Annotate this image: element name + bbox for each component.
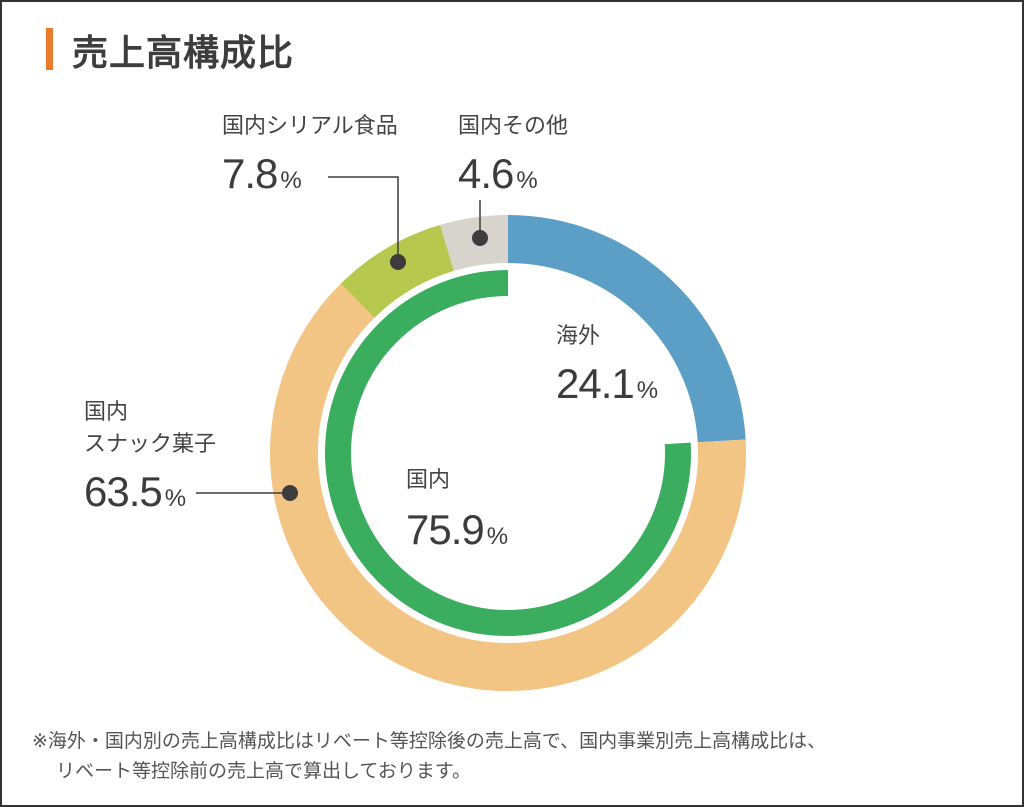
footnote-line2: リベート等控除前の売上高で算出しております。 xyxy=(56,760,471,782)
footnote-line1: ※海外・国内別の売上高構成比はリベート等控除後の売上高で、国内事業別売上高構成比… xyxy=(32,730,827,752)
snack-value: 63.5% xyxy=(84,468,186,515)
other-label: 国内その他 xyxy=(458,114,569,139)
outer-slice-0 xyxy=(507,215,746,443)
inner-slice-0 xyxy=(325,270,691,636)
snack-dot xyxy=(282,485,298,501)
overseas-value: 24.1% xyxy=(556,360,658,407)
cereal-label: 国内シリアル食品 xyxy=(222,114,398,139)
cereal-value: 7.8% xyxy=(222,150,302,197)
footnote: ※海外・国内別の売上高構成比はリベート等控除後の売上高で、国内事業別売上高構成比… xyxy=(32,726,826,786)
cereal-leader-line xyxy=(328,176,399,262)
title-accent-bar xyxy=(46,28,53,70)
domestic-label: 国内 xyxy=(406,468,451,493)
other-dot xyxy=(472,230,488,246)
snack-label-line2: スナック菓子 xyxy=(84,432,217,457)
outer-slice-1 xyxy=(270,283,746,691)
other-value: 4.6% xyxy=(458,150,538,197)
chart-title: 売上高構成比 xyxy=(72,33,295,74)
snack-label-line1: 国内 xyxy=(84,400,129,425)
domestic-value: 75.9% xyxy=(406,506,508,553)
cereal-dot xyxy=(390,254,406,270)
overseas-label: 海外 xyxy=(556,324,601,349)
